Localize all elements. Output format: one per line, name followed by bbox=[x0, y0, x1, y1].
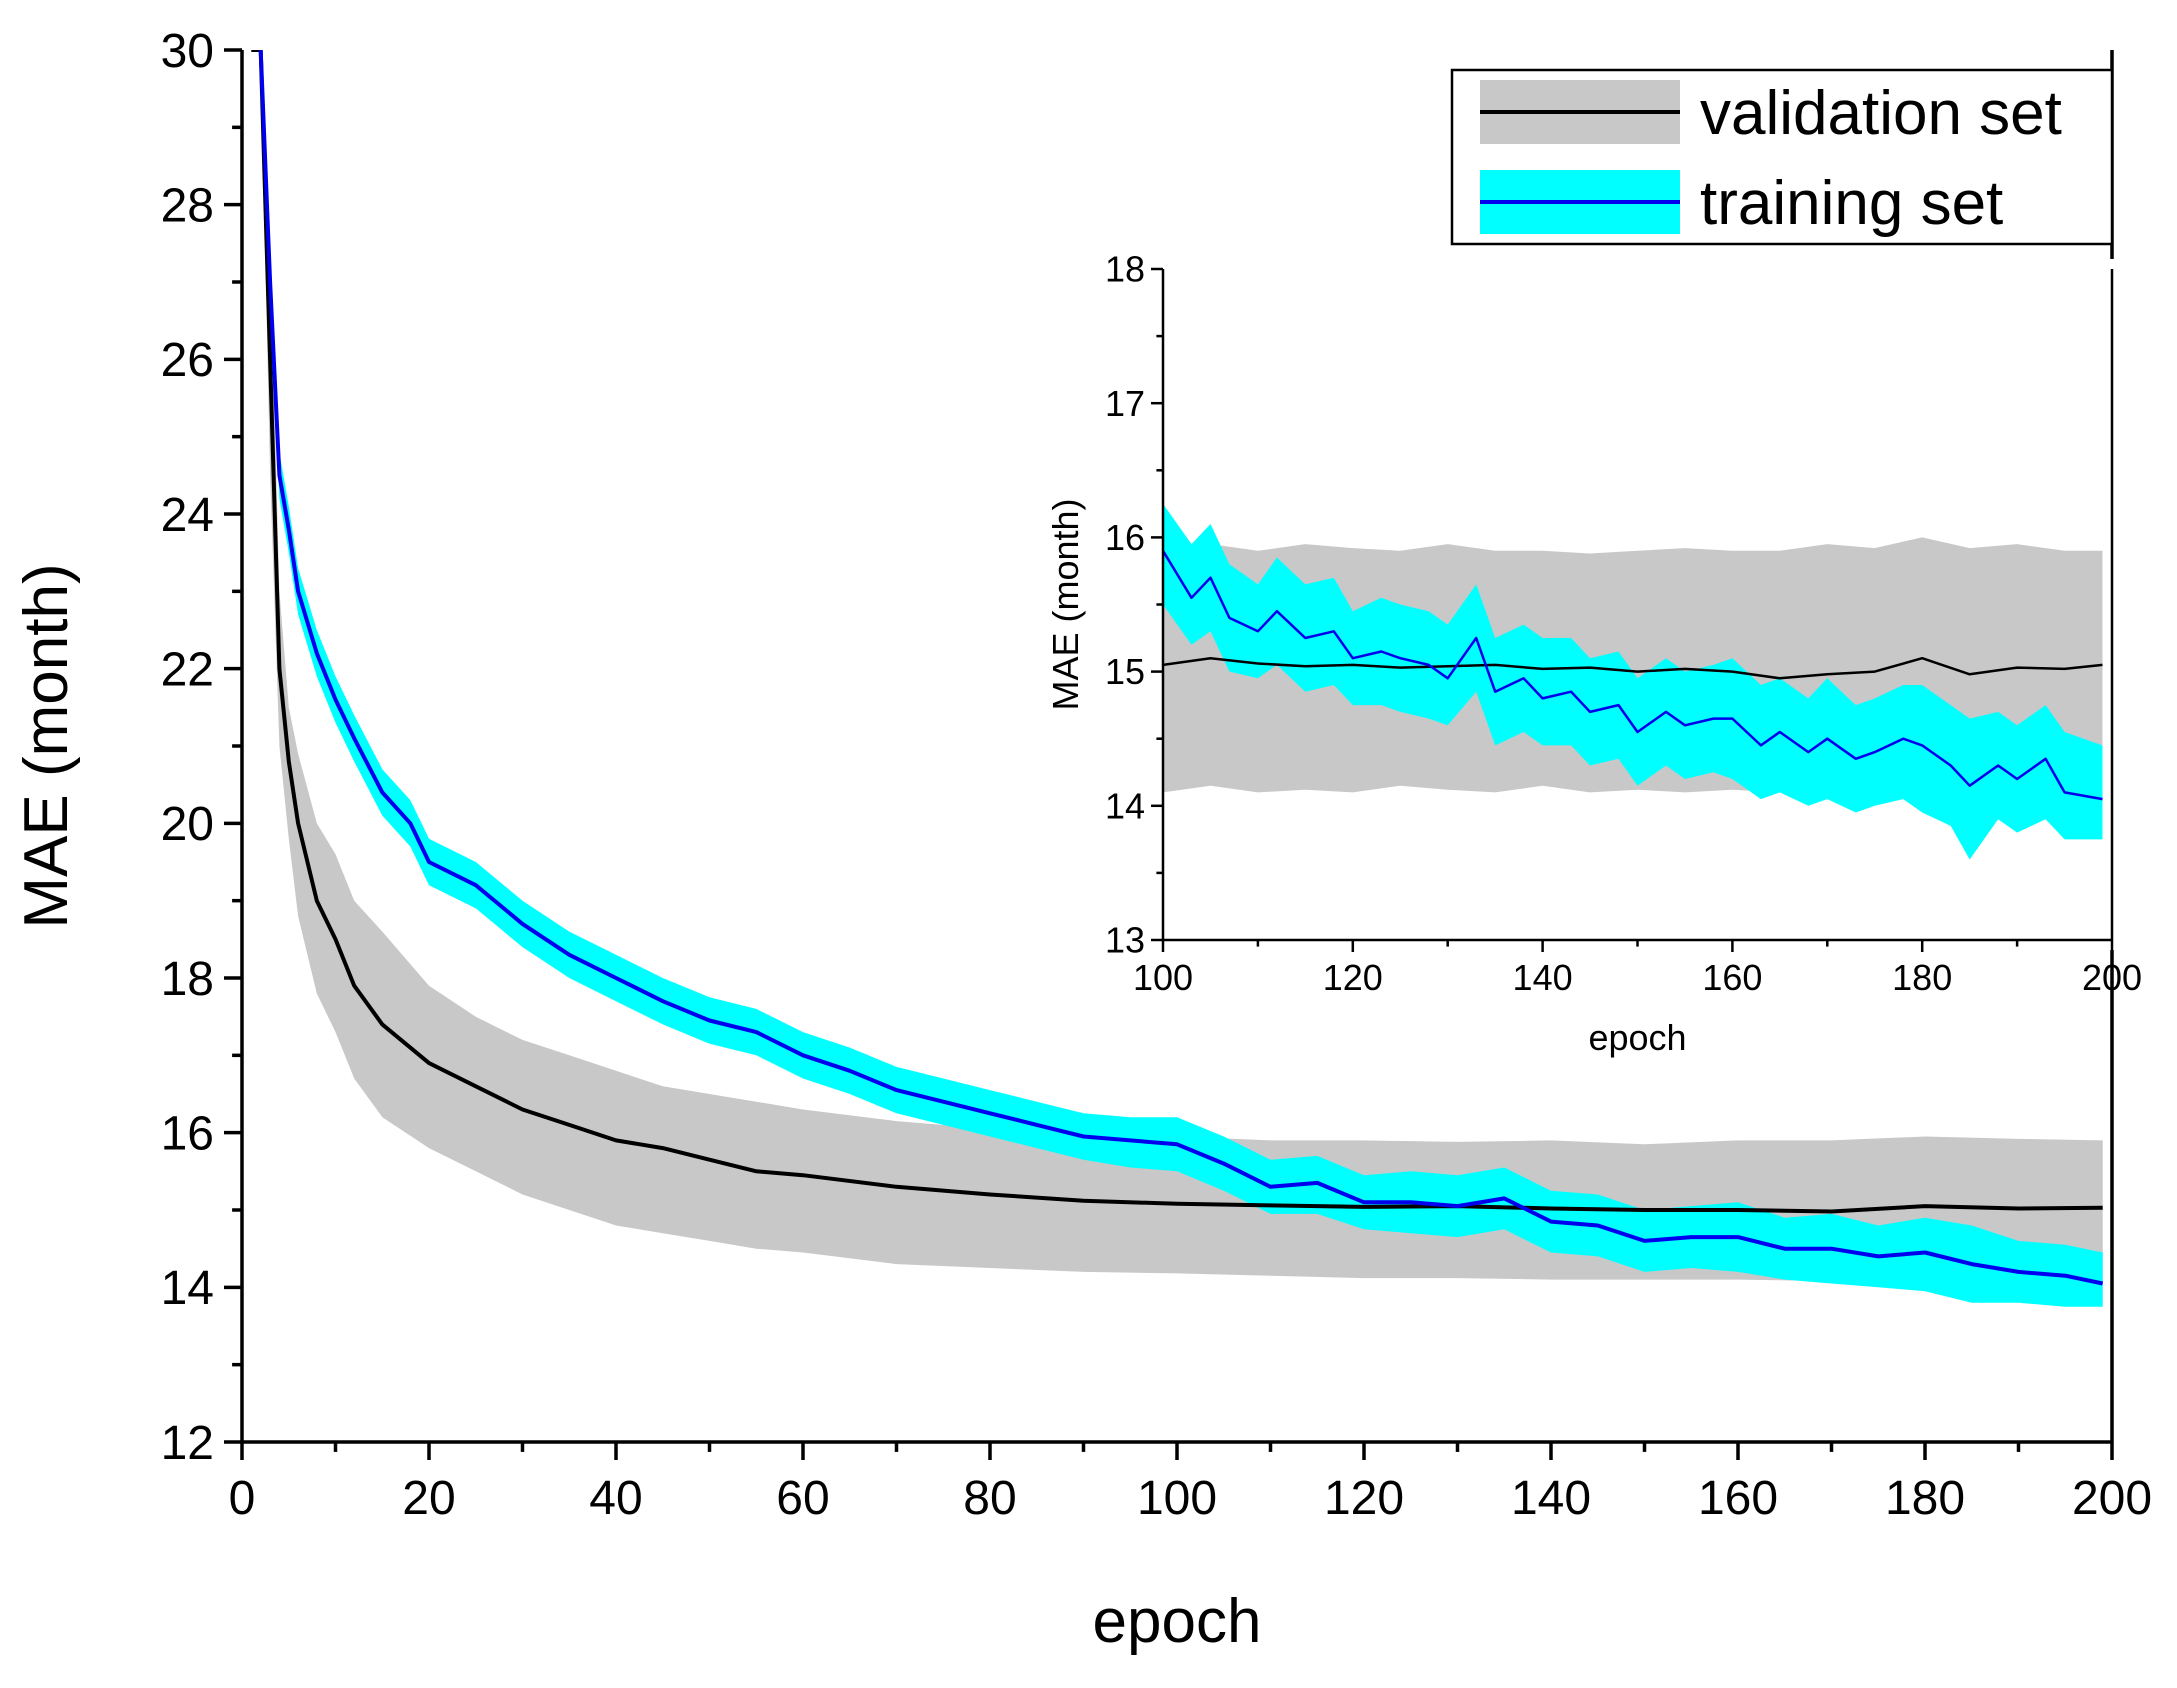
x-tick-label: 80 bbox=[963, 1472, 1016, 1525]
y-tick-label: 12 bbox=[161, 1417, 214, 1470]
plot-area bbox=[1163, 503, 2103, 860]
band-series-0 bbox=[251, 50, 2103, 1284]
line-series-0 bbox=[1163, 656, 2103, 680]
y-axis-title: MAE (month) bbox=[1045, 498, 1086, 710]
legend: validation set training set bbox=[1450, 68, 2114, 246]
line-series-0 bbox=[251, 50, 2103, 1214]
line-series-1 bbox=[258, 50, 2104, 1286]
x-tick-label: 140 bbox=[1511, 1472, 1591, 1525]
y-tick-label: 22 bbox=[161, 643, 214, 696]
x-tick-label: 160 bbox=[1698, 1472, 1778, 1525]
x-tick-label: 140 bbox=[1513, 957, 1573, 998]
y-tick-label: 17 bbox=[1105, 383, 1145, 424]
main-plot: 0 20 40 60 80 100 120 140 160 180 200 12 14 16 18 20 22 2… bbox=[12, 25, 2152, 1656]
y-tick-label: 28 bbox=[161, 179, 214, 232]
x-tick-label: 40 bbox=[589, 1472, 642, 1525]
x-tick-label: 180 bbox=[1885, 1472, 1965, 1525]
y-tick-label: 30 bbox=[161, 25, 214, 78]
x-tick-label: 120 bbox=[1323, 957, 1383, 998]
y-tick-label: 15 bbox=[1105, 651, 1145, 692]
x-tick-label: 180 bbox=[1892, 957, 1952, 998]
x-axis-title: epoch bbox=[1093, 1587, 1262, 1656]
y-tick-label: 16 bbox=[161, 1107, 214, 1160]
y-tick-label: 20 bbox=[161, 798, 214, 851]
x-tick-label: 160 bbox=[1702, 957, 1762, 998]
axes: 100 120 140 160 180 200 13 14 15 16 17 18 epoch MAE (… bbox=[1045, 249, 2142, 1058]
y-tick-label: 14 bbox=[1105, 785, 1145, 826]
x-tick-label: 60 bbox=[776, 1472, 829, 1525]
x-tick-label: 200 bbox=[2072, 1472, 2152, 1525]
y-tick-label: 24 bbox=[161, 489, 214, 542]
inset-plot: 100 120 140 160 180 200 13 14 15 16 17 18 epoch MAE (… bbox=[1045, 249, 2142, 1058]
y-tick-label: 18 bbox=[161, 953, 214, 1006]
x-tick-label: 20 bbox=[402, 1472, 455, 1525]
x-tick-label: 100 bbox=[1137, 1472, 1217, 1525]
legend-label-1: training set bbox=[1700, 169, 2003, 238]
y-tick-label: 16 bbox=[1105, 517, 1145, 558]
y-tick-label: 14 bbox=[161, 1262, 214, 1315]
x-tick-label: 120 bbox=[1324, 1472, 1404, 1525]
y-tick-label: 13 bbox=[1105, 920, 1145, 961]
axes: 0 20 40 60 80 100 120 140 160 180 200 12 14 16 18 20 22 2… bbox=[12, 25, 2152, 1656]
band-series-1 bbox=[1163, 503, 2103, 860]
line-series-1 bbox=[1163, 550, 2103, 801]
y-axis-title: MAE (month) bbox=[12, 563, 81, 928]
x-tick-label: 0 bbox=[229, 1472, 256, 1525]
y-tick-label: 18 bbox=[1105, 249, 1145, 290]
y-tick-label: 26 bbox=[161, 334, 214, 387]
x-tick-label: 200 bbox=[2082, 957, 2142, 998]
x-tick-label: 100 bbox=[1133, 957, 1193, 998]
x-axis-title: epoch bbox=[1588, 1017, 1686, 1058]
plot-area bbox=[251, 50, 2104, 1307]
legend-label-0: validation set bbox=[1700, 79, 2062, 148]
